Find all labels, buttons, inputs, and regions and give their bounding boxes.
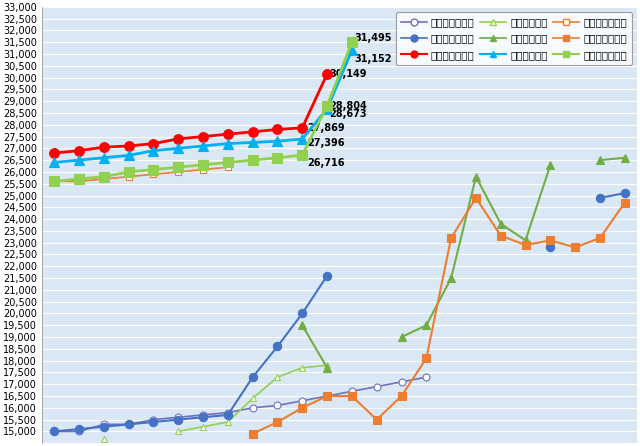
Text: 28,673: 28,673 [330, 108, 367, 119]
Text: 27,869: 27,869 [307, 123, 345, 133]
Text: 27,396: 27,396 [307, 137, 345, 148]
Text: 30,149: 30,149 [330, 69, 367, 79]
Text: 31,495: 31,495 [355, 33, 392, 42]
Text: 28,804: 28,804 [330, 101, 367, 111]
Text: 31,152: 31,152 [355, 54, 392, 64]
Legend: Ｒ４秋田こまち, Ｒ５秋田こまち, Ｒ６秋田こまち, Ｒ４関東コシ, Ｒ５関東コシ, Ｒ６関東コシ, Ｒ４関東銘柄米, Ｒ５関東銘柄米, Ｒ６関東銘柄米: Ｒ４秋田こまち, Ｒ５秋田こまち, Ｒ６秋田こまち, Ｒ４関東コシ, Ｒ５関東コ… [396, 12, 632, 65]
Text: 26,716: 26,716 [307, 158, 345, 168]
